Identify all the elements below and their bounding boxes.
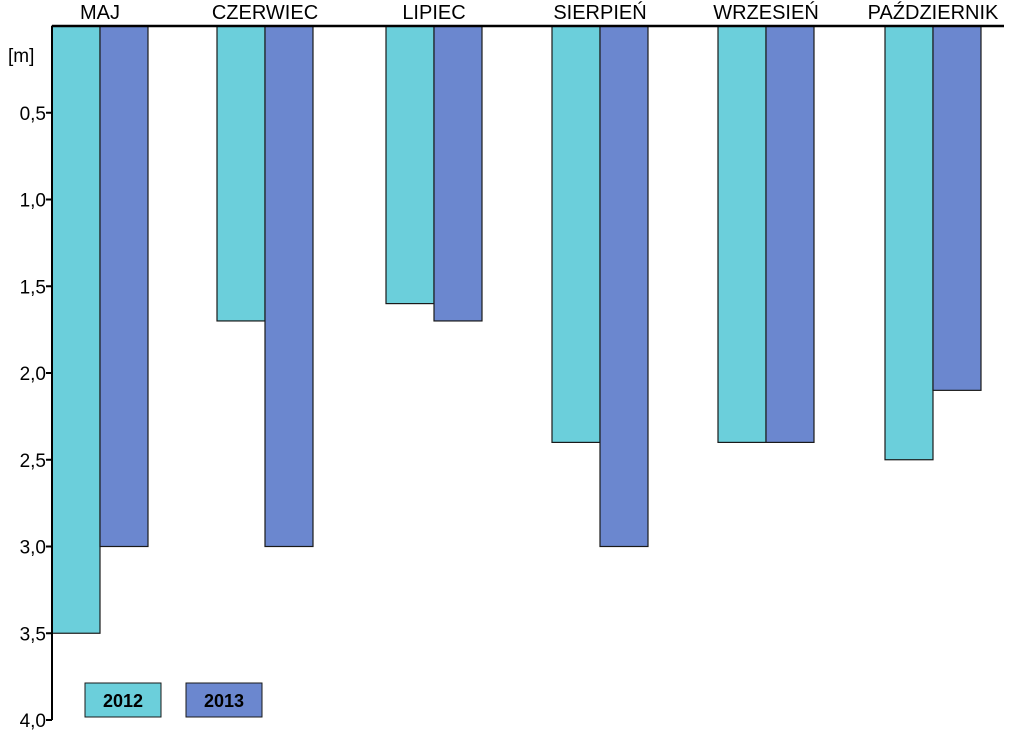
bar-2013-3 bbox=[433, 25, 483, 322]
bar-2012-2 bbox=[216, 25, 266, 322]
category-label: CZERWIEC bbox=[212, 2, 318, 24]
bar-2013-5 bbox=[765, 25, 815, 443]
y-tick-label: 3,0 bbox=[20, 538, 46, 559]
legend: 2012 2013 bbox=[84, 682, 263, 718]
bar-2013-4 bbox=[599, 25, 649, 548]
bar-2013-1 bbox=[99, 25, 149, 548]
bar-2012-3 bbox=[385, 25, 435, 305]
legend-swatch-2013 bbox=[185, 682, 263, 718]
bar-2013-6 bbox=[932, 25, 982, 391]
bar-2012-4 bbox=[551, 25, 601, 443]
category-labels-group: MAJ CZERWIEC LIPIEC SIERPIEŃ WRZESIEŃ PAŹDZIE… bbox=[80, 1, 999, 24]
legend-swatch-2012 bbox=[84, 682, 162, 718]
category-label: LIPIEC bbox=[402, 2, 465, 24]
y-tick-label: 1,0 bbox=[20, 191, 46, 212]
category-label: PAŹDZIERNIK bbox=[868, 1, 999, 24]
category-label: SIERPIEŃ bbox=[553, 1, 646, 24]
legend-label-2013: 2013 bbox=[204, 691, 244, 711]
category-label: MAJ bbox=[80, 2, 120, 24]
bar-2012-5 bbox=[717, 25, 767, 443]
legend-label-2012: 2012 bbox=[103, 691, 143, 711]
y-tick-label: 0,5 bbox=[20, 104, 46, 125]
y-tick-label: 3,5 bbox=[20, 624, 46, 645]
y-tick-label: 4,0 bbox=[20, 711, 46, 732]
y-tick-label: 1,5 bbox=[20, 277, 46, 298]
bar-2012-6 bbox=[884, 25, 934, 461]
y-tick-label: 2,5 bbox=[20, 451, 46, 472]
bar-2013-2 bbox=[264, 25, 314, 548]
bars-group bbox=[51, 25, 982, 634]
bar-2012-1 bbox=[51, 25, 101, 634]
y-axis-unit-label: [m] bbox=[8, 46, 34, 67]
y-ticks-group: 0,5 1,0 1,5 2,0 2,5 3,0 3,5 4,0 bbox=[20, 104, 52, 732]
category-label: WRZESIEŃ bbox=[713, 1, 819, 24]
y-tick-label: 2,0 bbox=[20, 364, 46, 385]
